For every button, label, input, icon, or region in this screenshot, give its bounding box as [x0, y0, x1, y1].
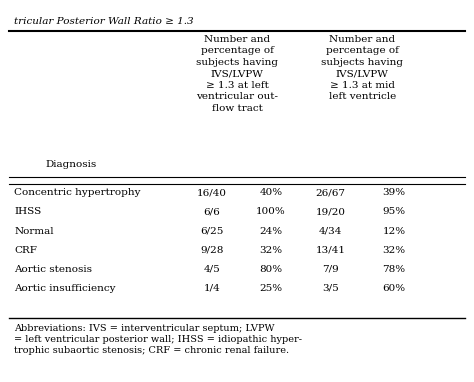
Text: 78%: 78%: [383, 265, 406, 274]
Text: Aortic stenosis: Aortic stenosis: [14, 265, 92, 274]
Text: 19/20: 19/20: [315, 207, 345, 217]
Text: Aortic insufficiency: Aortic insufficiency: [14, 284, 116, 293]
Text: 7/9: 7/9: [322, 265, 338, 274]
Text: Diagnosis: Diagnosis: [46, 160, 97, 169]
Text: Concentric hypertrophy: Concentric hypertrophy: [14, 188, 140, 197]
Text: 4/5: 4/5: [204, 265, 220, 274]
Text: 39%: 39%: [383, 188, 406, 197]
Text: 25%: 25%: [260, 284, 283, 293]
Text: Number and
percentage of
subjects having
IVS/LVPW
≥ 1.3 at left
ventricular out-: Number and percentage of subjects having…: [196, 35, 278, 113]
Text: 95%: 95%: [383, 207, 406, 217]
Text: 60%: 60%: [383, 284, 406, 293]
Text: 13/41: 13/41: [315, 246, 345, 254]
Text: tricular Posterior Wall Ratio ≥ 1.3: tricular Posterior Wall Ratio ≥ 1.3: [14, 17, 194, 26]
Text: 24%: 24%: [260, 227, 283, 236]
Text: CRF: CRF: [14, 246, 37, 254]
Text: 3/5: 3/5: [322, 284, 338, 293]
Text: 80%: 80%: [260, 265, 283, 274]
Text: Abbreviations: IVS = interventricular septum; LVPW
= left ventricular posterior : Abbreviations: IVS = interventricular se…: [14, 324, 302, 356]
Text: 9/28: 9/28: [201, 246, 224, 254]
Text: 100%: 100%: [256, 207, 286, 217]
Text: 6/25: 6/25: [201, 227, 224, 236]
Text: 26/67: 26/67: [315, 188, 345, 197]
Text: 6/6: 6/6: [204, 207, 220, 217]
Text: 32%: 32%: [260, 246, 283, 254]
Text: IHSS: IHSS: [14, 207, 41, 217]
Text: Normal: Normal: [14, 227, 54, 236]
Text: 4/34: 4/34: [319, 227, 342, 236]
Text: 40%: 40%: [260, 188, 283, 197]
Text: Number and
percentage of
subjects having
IVS/LVPW
≥ 1.3 at mid
left ventricle: Number and percentage of subjects having…: [321, 35, 403, 101]
Text: 32%: 32%: [383, 246, 406, 254]
Text: 16/40: 16/40: [197, 188, 227, 197]
Text: 1/4: 1/4: [204, 284, 220, 293]
Text: 12%: 12%: [383, 227, 406, 236]
